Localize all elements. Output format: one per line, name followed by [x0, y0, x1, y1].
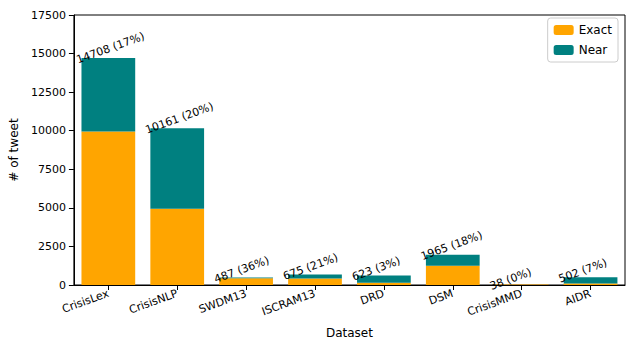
svg-text:12500: 12500	[31, 86, 66, 99]
svg-text:502 (7%): 502 (7%)	[557, 256, 609, 285]
svg-text:38 (0%): 38 (0%)	[488, 266, 533, 293]
svg-text:# of tweet: # of tweet	[7, 118, 21, 182]
svg-text:SWDM13: SWDM13	[197, 287, 248, 316]
svg-text:CrisisNLP: CrisisNLP	[127, 287, 179, 317]
svg-text:5000: 5000	[38, 201, 66, 214]
svg-text:Exact: Exact	[579, 23, 613, 37]
svg-text:ISCRAM13: ISCRAM13	[260, 287, 317, 318]
svg-text:17500: 17500	[31, 9, 66, 22]
svg-text:CrisisLex: CrisisLex	[60, 287, 111, 316]
svg-text:15000: 15000	[31, 47, 66, 60]
svg-text:14708 (17%): 14708 (17%)	[75, 30, 147, 67]
svg-text:CrisisMMD: CrisisMMD	[465, 286, 524, 319]
svg-text:7500: 7500	[38, 163, 66, 176]
svg-text:2500: 2500	[38, 240, 66, 253]
svg-text:487 (36%): 487 (36%)	[212, 254, 271, 286]
svg-text:Near: Near	[579, 43, 608, 57]
svg-text:AIDR: AIDR	[563, 287, 593, 309]
svg-text:0: 0	[59, 279, 66, 292]
svg-text:Dataset: Dataset	[326, 326, 373, 340]
svg-text:623 (3%): 623 (3%)	[350, 254, 402, 283]
svg-text:DSM: DSM	[427, 287, 455, 308]
svg-text:675 (21%): 675 (21%)	[281, 251, 340, 283]
svg-text:1965 (18%): 1965 (18%)	[419, 229, 484, 263]
svg-text:10161 (20%): 10161 (20%)	[144, 100, 216, 137]
svg-text:DRD: DRD	[359, 287, 387, 308]
svg-text:10000: 10000	[31, 124, 66, 137]
